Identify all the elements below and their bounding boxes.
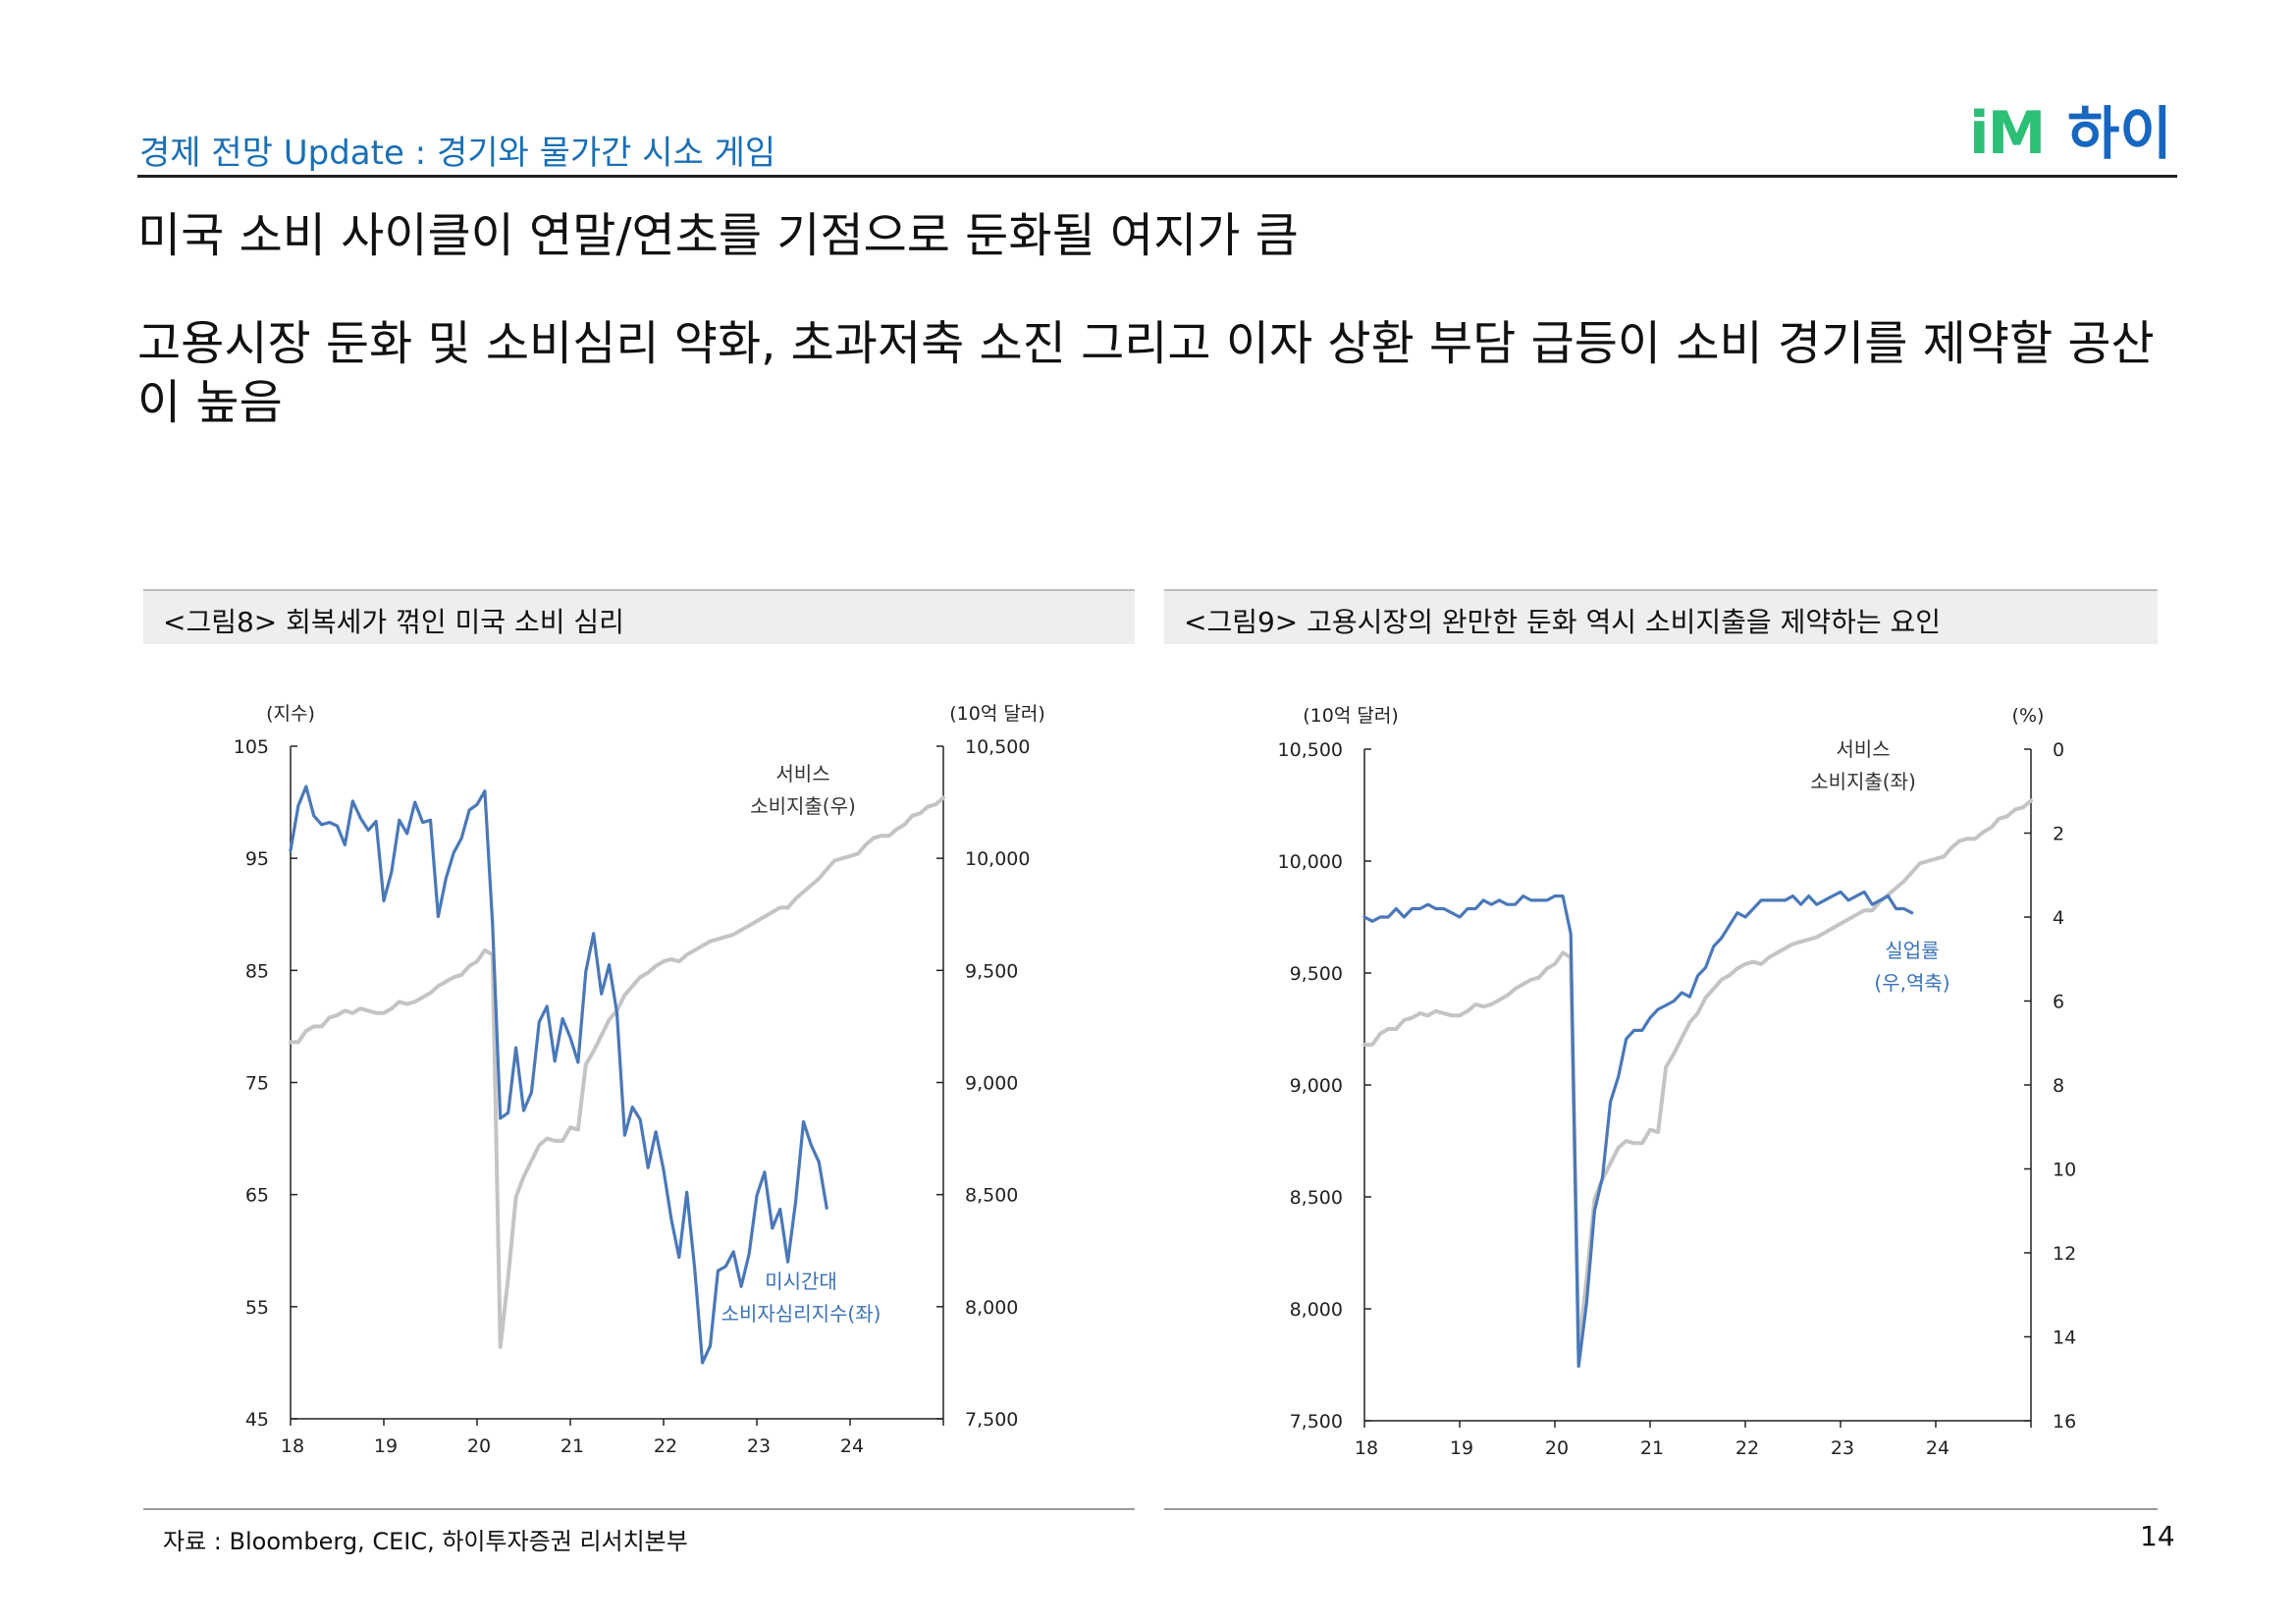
report-header-title: 경제 전망 Update : 경기와 물가간 시소 게임 [139,134,776,173]
left-axis-label: (지수) [266,703,315,725]
left-tick-label: 8,000 [1290,1299,1343,1321]
x-tick-label: 21 [1640,1437,1664,1459]
right-tick-label: 9,000 [965,1073,1018,1095]
chart-consumer-sentiment: (지수) (10억 달러) 45 55 65 75 85 95 105 7,500 8,000 8,5… [234,703,1045,1457]
right-tick-label: 2 [2053,824,2064,845]
figure8-caption-bar: <그림8> 회복세가 꺾인 미국 소비 심리 [143,589,1135,644]
right-axis-label: (%) [2012,705,2045,727]
source-note: 자료 : Bloomberg, CEIC, 하이투자증권 리서치본부 [163,1528,688,1555]
right-tick-label: 16 [2053,1411,2076,1433]
left-tick-label: 7,500 [1290,1411,1343,1433]
right-tick-label: 10,500 [965,736,1030,758]
x-tick-label: 24 [1926,1437,1949,1459]
page-subtitle: 고용시장 둔화 및 소비심리 약화, 초과저축 소진 그리고 이자 상환 부담 … [137,316,2155,430]
right-axis-label: (10억 달러) [949,703,1044,725]
page-title: 미국 소비 사이클이 연말/연초를 기점으로 둔화될 여지가 큼 [137,208,1299,263]
series-label-0-line-1: 소비지출(좌) [1810,770,1916,793]
figure8-caption: <그림8> 회복세가 꺾인 미국 소비 심리 [163,606,624,638]
right-tick-label: 8,500 [965,1185,1018,1207]
x-tick-label: 19 [1450,1437,1473,1459]
left-tick-label: 8,500 [1290,1187,1343,1209]
left-tick-label: 45 [245,1409,269,1431]
series-label-0-line-0: 미시간대 [765,1270,837,1293]
series-label-1-line-1: 소비지출(우) [750,794,856,818]
header-divider [137,175,2177,178]
chart-services-spending-unemployment: (10억 달러) (%) 7,500 8,000 8,500 9,000 9,500 10,0… [1278,705,2077,1459]
series-label-0-line-1: 소비자심리지수(좌) [721,1302,881,1326]
x-tick-label: 20 [467,1435,491,1457]
right-tick-label: 14 [2053,1327,2076,1349]
right-tick-label: 8 [2053,1075,2064,1097]
x-tick-label: 18 [281,1435,304,1457]
x-tick-label: 18 [1355,1437,1378,1459]
left-tick-label: 9,000 [1290,1075,1343,1097]
logo-mark-text: iM [1969,99,2046,168]
footer-divider-left [143,1508,1135,1510]
series-label-0-line-0: 서비스 [1836,737,1890,761]
left-tick-label: 85 [245,960,269,982]
left-axis-label: (10억 달러) [1303,705,1398,727]
page-number: 14 [2140,1520,2175,1552]
right-tick-label: 10,000 [965,848,1030,870]
left-tick-label: 10,000 [1278,851,1343,873]
series-line-1 [1362,890,1914,1369]
brand-logo: iM 하이 [1969,102,2175,165]
right-tick-label: 0 [2053,739,2064,761]
series-label-1-line-0: 실업률 [1885,939,1939,962]
x-tick-label: 23 [747,1435,771,1457]
x-tick-label: 21 [561,1435,584,1457]
right-tick-label: 9,500 [965,960,1018,982]
figure9-caption: <그림9> 고용시장의 완만한 둔화 역시 소비지출을 제약하는 요인 [1184,606,1942,638]
series-line-0 [289,785,828,1365]
left-tick-label: 9,500 [1290,963,1343,985]
footer-divider-right [1164,1508,2158,1510]
right-tick-label: 6 [2053,992,2064,1013]
left-tick-label: 75 [245,1073,269,1095]
left-tick-label: 65 [245,1185,269,1207]
right-tick-label: 4 [2053,907,2064,929]
right-tick-label: 12 [2053,1243,2076,1265]
right-tick-label: 8,000 [965,1297,1018,1319]
left-tick-label: 95 [245,848,269,870]
x-tick-label: 23 [1831,1437,1854,1459]
left-tick-label: 105 [234,736,269,758]
series-line-0 [1362,798,2033,1351]
logo-mark: iM [1969,99,2046,168]
x-tick-label: 20 [1545,1437,1569,1459]
x-tick-label: 22 [1735,1437,1759,1459]
logo-text: 하이 [2067,100,2172,167]
figure9-caption-bar: <그림9> 고용시장의 완만한 둔화 역시 소비지출을 제약하는 요인 [1164,589,2158,644]
left-tick-label: 55 [245,1297,269,1319]
right-tick-label: 7,500 [965,1409,1018,1431]
x-tick-label: 19 [374,1435,398,1457]
left-tick-label: 10,500 [1278,739,1343,761]
right-tick-label: 10 [2053,1160,2076,1181]
x-tick-label: 24 [840,1435,864,1457]
series-label-1-line-0: 서비스 [775,762,829,785]
x-tick-label: 22 [654,1435,677,1457]
series-label-1-line-1: (우,역축) [1874,971,1949,995]
